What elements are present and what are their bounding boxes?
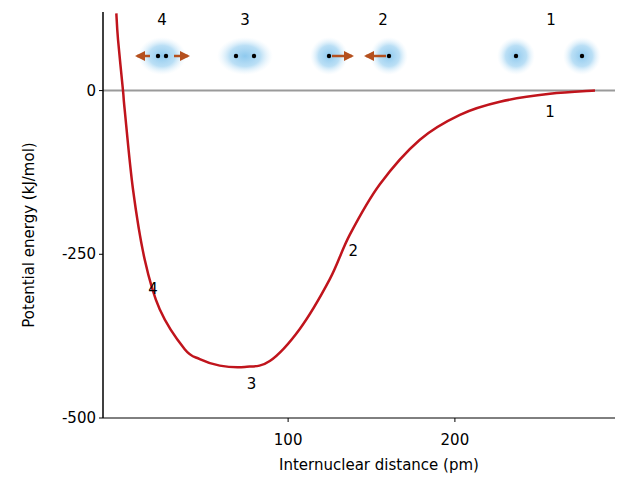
force-arrow bbox=[174, 55, 188, 58]
x-tick bbox=[454, 418, 455, 422]
stage-illustration: 2 bbox=[310, 11, 408, 75]
stage-label: 2 bbox=[378, 11, 388, 29]
x-tick-label: 100 bbox=[274, 431, 303, 449]
y-tick bbox=[99, 254, 103, 255]
nucleus bbox=[580, 54, 584, 58]
curve-annotation: 1 bbox=[545, 103, 555, 121]
nucleus bbox=[164, 54, 168, 58]
x-tick-label: 200 bbox=[441, 431, 470, 449]
electron-cloud bbox=[563, 37, 601, 75]
nucleus bbox=[234, 54, 238, 58]
nucleus bbox=[156, 54, 160, 58]
force-arrow bbox=[332, 55, 352, 58]
curve-annotation: 4 bbox=[148, 280, 158, 298]
y-tick-label: 0 bbox=[86, 82, 96, 100]
stage-illustration: 4 bbox=[137, 11, 188, 75]
electron-cloud bbox=[497, 37, 535, 75]
force-arrow bbox=[137, 55, 150, 58]
y-tick-label: -250 bbox=[62, 245, 96, 263]
x-axis-line bbox=[103, 418, 615, 419]
nucleus bbox=[387, 54, 391, 58]
stage-illustration: 3 bbox=[217, 11, 273, 75]
nucleus bbox=[514, 54, 518, 58]
x-tick bbox=[288, 418, 289, 422]
curve-annotation: 2 bbox=[348, 242, 358, 260]
y-tick bbox=[99, 418, 103, 419]
nucleus bbox=[252, 54, 256, 58]
y-axis-line bbox=[102, 12, 104, 418]
y-tick-label: -500 bbox=[62, 409, 96, 427]
stage-label: 4 bbox=[157, 11, 167, 29]
chart: 0 -250 -500 100 200 Internuclear distance (pm… bbox=[0, 0, 640, 480]
stage-label: 3 bbox=[240, 11, 250, 29]
plot-group bbox=[116, 13, 595, 367]
y-axis-title: Potential energy (kJ/mol) bbox=[20, 142, 38, 327]
nucleus bbox=[327, 54, 331, 58]
x-axis-title: Internuclear distance (pm) bbox=[279, 456, 479, 474]
energy-curve bbox=[116, 13, 595, 367]
y-tick bbox=[99, 90, 103, 91]
zero-line bbox=[103, 90, 615, 92]
electron-cloud bbox=[217, 37, 273, 75]
curve-annotation: 3 bbox=[247, 375, 257, 393]
stage-illustration: 1 bbox=[497, 11, 601, 75]
force-arrow bbox=[366, 55, 386, 58]
stage-label: 1 bbox=[546, 11, 556, 29]
